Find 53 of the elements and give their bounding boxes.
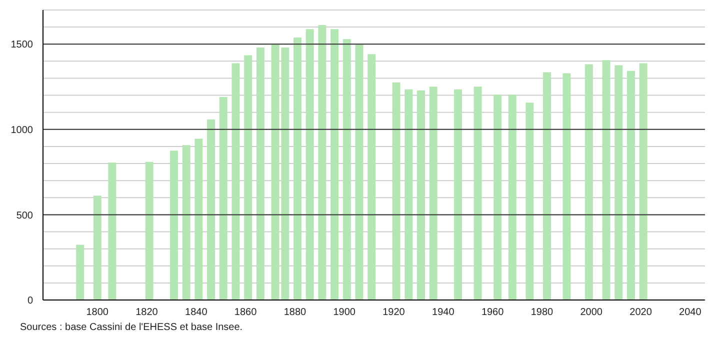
x-tick-label: 1960: [481, 307, 504, 318]
bar: [562, 73, 571, 300]
x-tick-label: 1820: [136, 307, 158, 318]
bar: [392, 82, 400, 300]
bar: [494, 94, 502, 300]
bar: [306, 29, 314, 300]
x-tick-label: 2020: [630, 307, 652, 318]
bar: [293, 37, 302, 300]
bar: [244, 55, 252, 300]
y-tick-label: 500: [16, 210, 34, 222]
bar: [416, 90, 425, 300]
x-tick-label: 1880: [284, 307, 307, 318]
x-tick-label: 1840: [185, 307, 208, 318]
x-tick-label: 1800: [86, 307, 109, 318]
bar: [207, 119, 216, 300]
bar: [614, 65, 623, 300]
bar: [542, 72, 551, 300]
bar: [355, 44, 364, 300]
bar: [330, 29, 339, 300]
bar: [182, 145, 190, 300]
x-tick-label: 1900: [333, 307, 356, 318]
bar: [318, 25, 326, 300]
y-tick-label: 1500: [10, 40, 34, 51]
y-tick-label: 0: [27, 296, 34, 307]
bar: [170, 150, 178, 300]
x-tick-label: 1980: [530, 307, 554, 318]
bar: [404, 89, 413, 300]
x-tick-label: 1920: [382, 307, 406, 318]
bar: [639, 63, 648, 300]
bar: [368, 54, 376, 300]
bar: [256, 48, 264, 300]
x-tick-label: 1940: [432, 307, 455, 318]
bar: [76, 244, 84, 300]
bar: [474, 86, 482, 300]
x-tick-label: 2040: [679, 307, 702, 318]
bar: [232, 63, 240, 300]
bar: [429, 86, 438, 300]
bar: [584, 64, 593, 300]
x-tick-label: 1860: [234, 307, 258, 318]
bar: [145, 162, 154, 300]
bar: [454, 89, 462, 300]
bar: [342, 39, 351, 300]
bar: [93, 196, 102, 300]
bar: [602, 60, 610, 300]
bar: [626, 70, 635, 300]
bar: [508, 94, 516, 300]
bar: [194, 138, 203, 300]
bar: [219, 97, 228, 300]
source-note: Sources : base Cassini de l'EHESS et base Insee.: [20, 322, 244, 333]
bar: [526, 102, 534, 300]
x-tick-label: 2000: [580, 307, 603, 318]
y-tick-label: 1000: [10, 124, 34, 136]
bar: [108, 162, 116, 300]
